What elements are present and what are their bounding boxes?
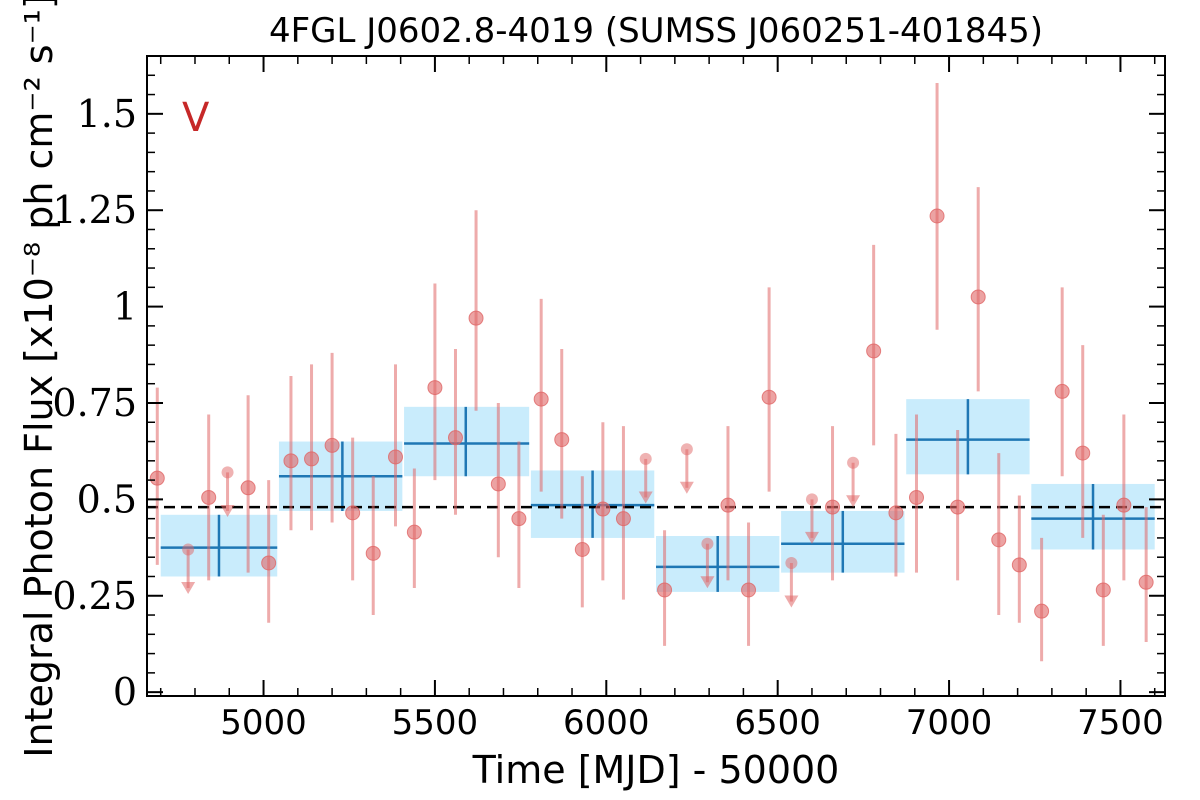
- flux-point-29: [929, 208, 945, 224]
- flux-point-31: [970, 289, 986, 305]
- flux-point-38: [1116, 497, 1132, 513]
- flux-point-30: [950, 499, 966, 515]
- x-axis-label: Time [MJD] - 50000: [472, 748, 840, 792]
- flux-point-28: [908, 489, 924, 505]
- flux-point-2: [240, 480, 256, 496]
- upper-limit-cap-0: [182, 543, 195, 556]
- flux-point-35: [1054, 383, 1070, 399]
- upper-limit-arrow-5: [784, 595, 799, 608]
- x-tick-label-1: 5500: [392, 703, 479, 743]
- upper-limit-arrow-3: [679, 481, 694, 494]
- x-tick-label-3: 6500: [734, 703, 821, 743]
- upper-limit-arrow-4: [700, 576, 715, 589]
- flux-point-11: [427, 380, 443, 396]
- upper-limit-cap-1: [221, 466, 234, 479]
- flux-point-37: [1095, 582, 1111, 598]
- flux-point-34: [1034, 603, 1050, 619]
- flux-point-13: [468, 310, 484, 326]
- axis-ticks: [147, 56, 1165, 696]
- chart-title: 4FGL J0602.8-4019 (SUMSS J060251-401845): [269, 11, 1043, 51]
- y-tick-label-1: 0.25: [52, 574, 137, 618]
- x-tick-labels: 5000 5500 6000 6500 7000 7500: [220, 703, 1163, 743]
- y-tick-label-2: 0.5: [77, 477, 137, 521]
- flux-point-1: [201, 489, 217, 505]
- flux-point-19: [595, 501, 611, 517]
- bayesian-blocks: [160, 399, 1155, 592]
- flux-point-27: [888, 505, 904, 521]
- flux-point-7: [345, 505, 361, 521]
- flux-point-33: [1011, 557, 1027, 573]
- flux-point-22: [720, 497, 736, 513]
- flux-point-39: [1138, 574, 1154, 590]
- flux-point-8: [365, 545, 381, 561]
- flux-point-21: [657, 582, 673, 598]
- x-tick-label-4: 7000: [906, 703, 993, 743]
- upper-limit-cap-3: [680, 443, 693, 456]
- flux-point-24: [761, 389, 777, 405]
- x-tick-label-5: 7500: [1077, 703, 1164, 743]
- upper-limit-cap-2: [639, 452, 652, 465]
- variability-flag: V: [182, 95, 210, 141]
- upper-limit-cap-7: [847, 456, 860, 469]
- flux-point-32: [991, 532, 1007, 548]
- upper-limit-cap-5: [785, 556, 798, 569]
- y-tick-label-0: 0: [113, 670, 137, 714]
- upper-limit-arrow-2: [638, 491, 653, 504]
- upper-limit-cap-4: [701, 537, 714, 550]
- flux-point-6: [324, 437, 340, 453]
- flux-point-0: [149, 470, 165, 486]
- flux-points: [149, 208, 1154, 619]
- y-tick-labels: 0 0.25 0.5 0.75 1 1.25 1.5: [52, 92, 137, 714]
- y-tick-label-4: 1: [113, 285, 137, 329]
- upper-limit-arrow-0: [181, 582, 196, 595]
- upper-limit-arrow-1: [220, 504, 235, 517]
- y-tick-label-5: 1.25: [52, 188, 137, 232]
- y-tick-label-6: 1.5: [77, 92, 137, 136]
- flux-point-15: [511, 511, 527, 527]
- x-tick-label-0: 5000: [220, 703, 307, 743]
- plot-area: [147, 82, 1165, 662]
- flux-point-14: [490, 476, 506, 492]
- error-bars: [155, 82, 1148, 662]
- upper-limits: [181, 443, 861, 608]
- x-tick-label-2: 6000: [563, 703, 650, 743]
- y-tick-label-3: 0.75: [52, 381, 137, 425]
- upper-limit-cap-6: [805, 493, 818, 506]
- plot-frame: [146, 55, 1166, 697]
- y-axis-label: Integral Photon Flux [x10⁻⁸ ph cm⁻² s⁻¹]: [17, 0, 61, 758]
- flux-point-25: [825, 499, 841, 515]
- flux-point-23: [741, 582, 757, 598]
- flux-point-12: [447, 430, 463, 446]
- flux-point-17: [554, 432, 570, 448]
- flux-point-16: [533, 391, 549, 407]
- upper-limit-arrow-7: [846, 495, 861, 508]
- flux-point-20: [615, 511, 631, 527]
- upper-limit-arrow-6: [804, 531, 819, 544]
- flux-point-10: [406, 524, 422, 540]
- flux-point-26: [866, 343, 882, 359]
- flux-point-18: [574, 541, 590, 557]
- flux-point-5: [304, 451, 320, 467]
- flux-point-4: [283, 453, 299, 469]
- flux-point-3: [261, 555, 277, 571]
- flux-point-36: [1075, 445, 1091, 461]
- flux-point-9: [388, 449, 404, 465]
